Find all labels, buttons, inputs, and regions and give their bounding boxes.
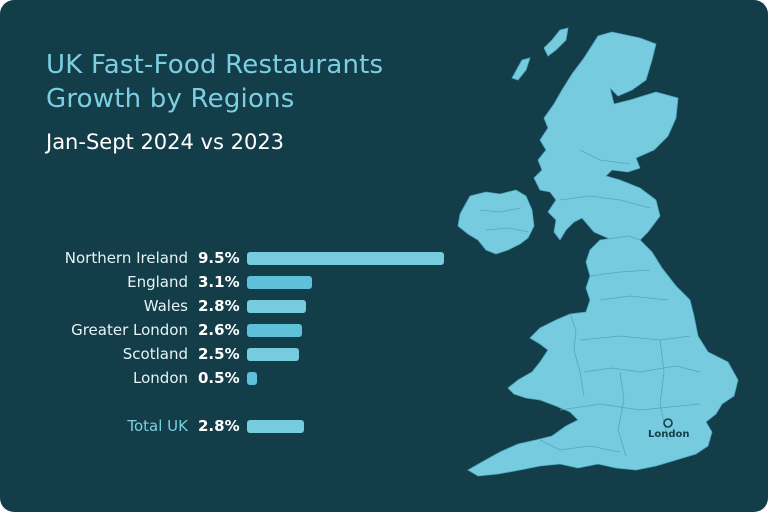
bar <box>247 324 302 337</box>
bar-label: Scotland <box>122 345 188 363</box>
bar-value: 2.5% <box>198 345 240 363</box>
chart-title: UK Fast-Food Restaurants Growth by Regio… <box>46 48 383 116</box>
bar <box>247 276 312 289</box>
bar-label: England <box>127 273 188 291</box>
bar <box>247 300 306 313</box>
bar-row: Scotland 2.5% <box>0 344 460 364</box>
title-line-1: UK Fast-Food Restaurants <box>46 50 384 80</box>
bar-value: 2.6% <box>198 321 240 339</box>
uk-map <box>457 27 739 477</box>
bar-label: Northern Ireland <box>64 249 188 267</box>
chart-subtitle: Jan-Sept 2024 vs 2023 <box>46 130 285 154</box>
bar-row: Wales 2.8% <box>0 296 460 316</box>
scotland-shape <box>533 31 679 241</box>
london-map-label: London <box>648 429 690 440</box>
bar-row: Greater London 2.6% <box>0 320 460 340</box>
bar-value: 3.1% <box>198 273 240 291</box>
bar <box>247 348 299 361</box>
bar-value: 2.8% <box>198 297 240 315</box>
bar-value: 0.5% <box>198 369 240 387</box>
bar <box>247 372 257 385</box>
bar-row: Northern Ireland 9.5% <box>0 248 460 268</box>
bar <box>247 252 444 265</box>
total-row: Total UK 2.8% <box>0 416 460 436</box>
london-marker-icon <box>663 418 673 428</box>
total-value: 2.8% <box>198 417 240 435</box>
bar-row: London 0.5% <box>0 368 460 388</box>
bar-label: London <box>133 369 188 387</box>
northern-ireland-shape <box>457 189 535 255</box>
england-wales-shape <box>467 235 739 477</box>
hebrides-shape <box>511 27 569 81</box>
total-label: Total UK <box>127 417 188 435</box>
bar-label: Greater London <box>71 321 188 339</box>
title-line-2: Growth by Regions <box>46 84 295 114</box>
bar-value: 9.5% <box>198 249 240 267</box>
total-bar <box>247 420 304 433</box>
bar-row: England 3.1% <box>0 272 460 292</box>
bar-label: Wales <box>143 297 188 315</box>
